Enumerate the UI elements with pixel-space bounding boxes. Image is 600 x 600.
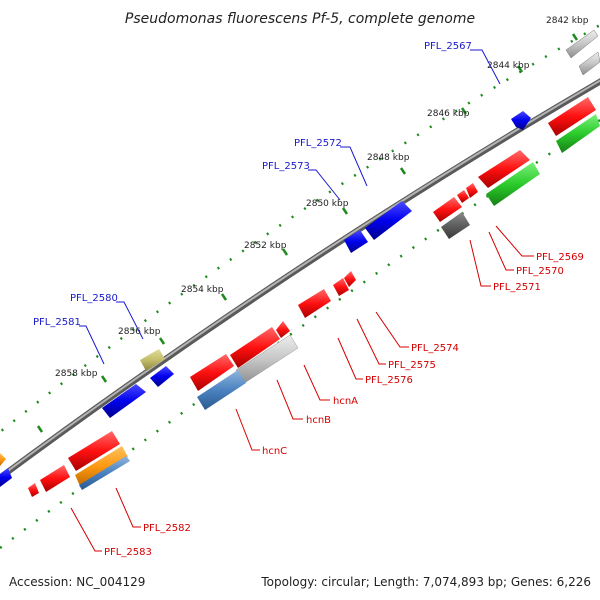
gene-arrow[interactable] bbox=[79, 456, 130, 490]
gene-arrow[interactable] bbox=[433, 197, 462, 222]
gene-arrow[interactable] bbox=[40, 465, 70, 492]
gene-label-hcnA[interactable]: hcnA bbox=[333, 396, 358, 407]
gene-label-PFL_2573[interactable]: PFL_2573 bbox=[262, 161, 310, 172]
map-title: Pseudomonas fluorescens Pf-5, complete g… bbox=[125, 11, 475, 27]
outer-tick-ring bbox=[0, 23, 600, 434]
gene-arrow[interactable] bbox=[190, 354, 234, 391]
gene-arrow[interactable] bbox=[578, 51, 600, 76]
major-ticks bbox=[36, 33, 579, 433]
tick-label: 2848 kbp bbox=[367, 153, 410, 163]
accession-text: Accession: NC_004129 bbox=[9, 575, 145, 589]
gene-arrow[interactable] bbox=[197, 370, 246, 410]
genome-backbone bbox=[0, 78, 600, 482]
tick-label: 2854 kbp bbox=[181, 285, 224, 295]
gene-arrow[interactable] bbox=[344, 271, 356, 287]
gene-arrow[interactable] bbox=[365, 201, 412, 240]
gene-label-PFL_2570[interactable]: PFL_2570 bbox=[516, 266, 564, 277]
gene-arrow[interactable] bbox=[486, 162, 540, 206]
gene-label-PFL_2572[interactable]: PFL_2572 bbox=[294, 138, 342, 149]
gene-arrow[interactable] bbox=[344, 230, 368, 253]
gene-arrow[interactable] bbox=[548, 97, 596, 136]
gene-arrow[interactable] bbox=[457, 190, 469, 203]
gene-arrow[interactable] bbox=[68, 431, 120, 471]
gene-label-PFL_2583[interactable]: PFL_2583 bbox=[104, 547, 152, 558]
gene-arrow[interactable] bbox=[276, 321, 290, 338]
gene-arrow[interactable] bbox=[28, 483, 39, 497]
gene-arrow[interactable] bbox=[298, 289, 331, 318]
gene-arrow[interactable] bbox=[556, 114, 600, 153]
tick-label: 2846 kbp bbox=[427, 109, 470, 119]
reverse-leaders bbox=[70, 225, 534, 552]
inner-tick-ring bbox=[0, 118, 600, 549]
gene-label-PFL_2582[interactable]: PFL_2582 bbox=[143, 523, 191, 534]
gene-arrow[interactable] bbox=[0, 468, 12, 487]
tick-label: 2858 kbp bbox=[55, 369, 98, 379]
gene-arrow[interactable] bbox=[230, 327, 280, 368]
gene-arrow[interactable] bbox=[441, 212, 470, 239]
gene-arrow[interactable] bbox=[140, 349, 165, 371]
gene-label-PFL_2575[interactable]: PFL_2575 bbox=[388, 360, 436, 371]
tick-label: 2842 kbp bbox=[546, 16, 589, 26]
gene-label-PFL_2574[interactable]: PFL_2574 bbox=[411, 343, 459, 354]
forward-genes bbox=[0, 29, 600, 487]
gene-label-PFL_2569[interactable]: PFL_2569 bbox=[536, 252, 584, 263]
gene-arrow[interactable] bbox=[150, 366, 174, 387]
gene-label-hcnC[interactable]: hcnC bbox=[262, 446, 287, 457]
genome-backbone-highlight bbox=[0, 79, 600, 478]
genome-summary-text: Topology: circular; Length: 7,074,893 bp… bbox=[260, 575, 591, 589]
gene-arrow[interactable] bbox=[511, 111, 531, 130]
gene-label-PFL_2576[interactable]: PFL_2576 bbox=[365, 375, 413, 386]
gene-label-PFL_2567[interactable]: PFL_2567 bbox=[424, 41, 472, 52]
gene-arrow[interactable] bbox=[565, 29, 599, 59]
gene-label-hcnB[interactable]: hcnB bbox=[306, 415, 331, 426]
tick-label: 2844 kbp bbox=[487, 61, 530, 71]
gene-label-PFL_2571[interactable]: PFL_2571 bbox=[493, 282, 541, 293]
gene-label-PFL_2580[interactable]: PFL_2580 bbox=[70, 293, 118, 304]
tick-label: 2850 kbp bbox=[306, 199, 349, 209]
gene-arrow[interactable] bbox=[466, 183, 478, 198]
reverse-genes bbox=[28, 97, 600, 497]
gene-arrow[interactable] bbox=[333, 278, 349, 296]
gene-arrow[interactable] bbox=[75, 446, 128, 486]
gene-arrow[interactable] bbox=[478, 150, 530, 188]
tick-label: 2852 kbp bbox=[244, 241, 287, 251]
gene-arrow[interactable] bbox=[0, 453, 6, 466]
gene-arrow[interactable] bbox=[102, 384, 146, 418]
forward-leaders bbox=[79, 49, 501, 365]
gene-label-PFL_2581[interactable]: PFL_2581 bbox=[33, 317, 81, 328]
